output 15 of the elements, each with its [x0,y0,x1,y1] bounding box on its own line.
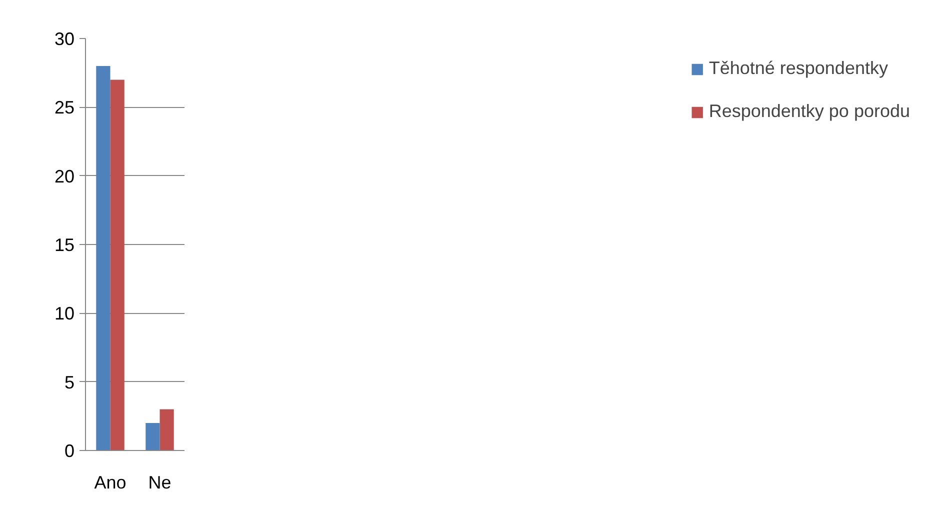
y-tick-label: 10 [54,304,75,324]
y-tick-label: 20 [54,166,75,186]
y-tick-label: 15 [54,235,75,255]
x-tick-label: Ne [148,472,172,492]
bar [146,423,160,450]
bar [160,409,174,450]
y-tick-label: 0 [64,441,75,461]
legend-label: Těhotné respondentky [708,58,888,79]
bar [110,80,124,450]
y-tick-label: 25 [54,98,75,118]
x-tick-label: Ano [94,472,126,492]
legend-label: Respondentky po porodu [708,101,910,122]
bar [96,66,110,450]
y-tick-label: 5 [64,372,75,392]
y-tick-label: 30 [54,29,75,49]
